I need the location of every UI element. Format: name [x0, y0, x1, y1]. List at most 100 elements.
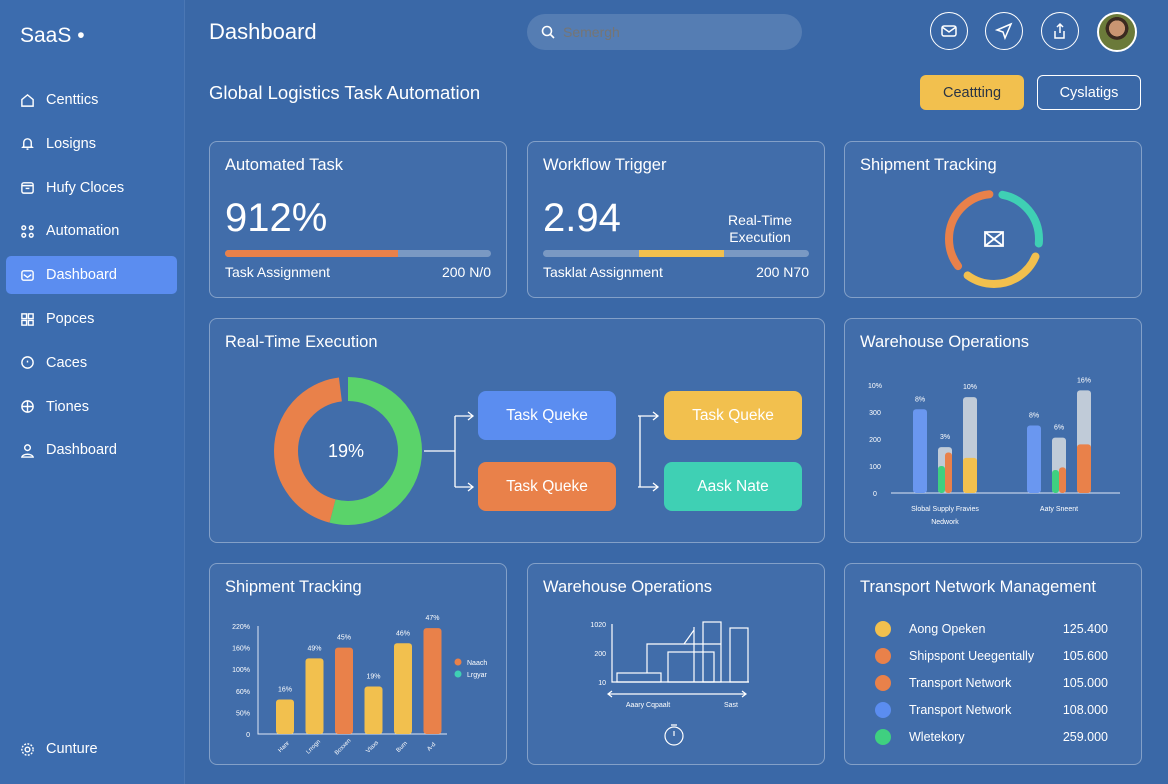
y-tick: 200: [869, 437, 881, 444]
ring-segment: [274, 377, 422, 525]
bar: [364, 686, 383, 734]
package-icon: [984, 231, 1004, 247]
bar: [702, 621, 722, 683]
search-icon: [541, 25, 555, 39]
card-title: Automated Task: [225, 156, 344, 174]
metric-count: 200 N/0: [441, 264, 491, 280]
sidebar-item-caces[interactable]: Caces: [6, 344, 177, 382]
clock-icon: [21, 356, 34, 370]
card-title: Warehouse Operations: [543, 578, 713, 596]
sidebar-item-label: Dashboard: [46, 442, 117, 459]
avatar[interactable]: [1097, 12, 1137, 52]
list-item[interactable]: Transport Network 105.000: [875, 669, 1108, 696]
item-label: Aong Opeken: [909, 621, 986, 636]
send-icon: [995, 22, 1013, 40]
sidebar-item-label: Popces: [46, 311, 95, 327]
side-label: Real-Time Execution: [727, 212, 793, 245]
item-value: 125.400: [1062, 621, 1108, 636]
legend-dot: [454, 658, 462, 666]
warehouse-outline-chart: 1020 200 10 Aaary Cqpaalt Sast: [590, 621, 749, 746]
ring-segment: [945, 190, 1043, 288]
bell-icon: [21, 138, 34, 151]
share-button[interactable]: [1041, 12, 1079, 50]
bar-segment: [945, 452, 952, 493]
data-label: 49%: [307, 645, 321, 652]
data-label: 16%: [1077, 377, 1091, 384]
sidebar-item-dashboard[interactable]: Dashboard: [6, 431, 177, 469]
sidebar-item-label: Caces: [46, 354, 88, 371]
metric-value: 2.94: [543, 196, 621, 240]
sidebar-item-hufy-cloces[interactable]: Hufy Cloces: [6, 169, 177, 207]
task-queue-box[interactable]: Task Queke: [478, 462, 616, 511]
list-item[interactable]: Transport Network 108.000: [875, 696, 1108, 723]
bar: [667, 651, 715, 683]
y-tick: 220%: [232, 624, 250, 631]
x-tick: Burn: [396, 741, 409, 754]
mail-button[interactable]: [930, 12, 968, 50]
sidebar-item-automation[interactable]: Automation: [6, 212, 177, 250]
bar: [423, 628, 442, 734]
task-queue-box[interactable]: Task Queke: [664, 391, 802, 440]
search-bar[interactable]: [527, 14, 802, 50]
nodes-icon: [21, 225, 34, 238]
sidebar-item-centtics[interactable]: Centtics: [6, 81, 177, 119]
progress-fill: [225, 250, 398, 257]
task-queue-box[interactable]: Aask Nate: [664, 462, 802, 511]
metric-count: 200 N70: [756, 264, 809, 280]
data-label: 6%: [1054, 425, 1064, 432]
bar: [729, 627, 749, 683]
sidebar-item-tiones[interactable]: Tiones: [6, 388, 177, 426]
bar: [394, 643, 412, 734]
y-tick: 10: [598, 680, 606, 687]
search-input[interactable]: [563, 24, 744, 40]
archive-icon: [21, 182, 34, 194]
x-tick: Vlaxs: [365, 740, 380, 755]
bar: [276, 699, 294, 734]
y-tick: 160%: [232, 646, 250, 653]
trend-arrow: [683, 627, 695, 682]
sidebar-item-popces[interactable]: Popces: [6, 300, 177, 338]
status-dot: [875, 728, 891, 745]
list-item[interactable]: Wletekory 259.000: [875, 723, 1108, 750]
x-label: Sast: [724, 702, 738, 709]
sidebar-item-label: Tiones: [46, 398, 89, 415]
card-title: Shipment Tracking: [225, 578, 362, 596]
list-item[interactable]: Aong Opeken 125.400: [875, 615, 1108, 642]
task-queue-box[interactable]: Task Queke: [478, 391, 616, 440]
primary-button[interactable]: Ceattting: [920, 75, 1024, 110]
y-tick: 100: [869, 464, 881, 471]
send-button[interactable]: [985, 12, 1023, 50]
item-label: Shipspont Ueegentally: [909, 648, 1035, 663]
metric-value: 912%: [225, 196, 328, 240]
data-label: 47%: [425, 615, 439, 622]
status-dot: [875, 701, 891, 718]
warehouse-operations-card: Warehouse Operations 0 100 200 300 10% 8% 3% 10…: [844, 318, 1142, 543]
x-label: Nedwork: [931, 519, 959, 526]
shipment-ring: [945, 190, 1043, 288]
x-tick: Boxxen: [334, 738, 352, 756]
x-tick: Hanr: [278, 741, 291, 754]
card-title: Shipment Tracking: [860, 156, 997, 174]
list-item[interactable]: Shipspont Ueegentally 105.600: [875, 642, 1108, 669]
sidebar-item-label: Cunture: [46, 741, 98, 757]
progress-bar: [225, 250, 491, 257]
sidebar-item-dashboard[interactable]: Dashboard: [6, 256, 177, 295]
x-label: Slobal Supply Fravies: [911, 506, 979, 513]
y-tick: 50%: [236, 710, 250, 717]
sidebar-item-label: Centtics: [46, 92, 99, 108]
bar: [305, 658, 324, 734]
progress-fill: [638, 250, 724, 257]
share-icon: [1054, 22, 1065, 39]
bar-segment: [1052, 470, 1059, 493]
data-label: 46%: [396, 630, 410, 637]
card-title: Warehouse Operations: [860, 333, 1030, 351]
sidebar-item-settings[interactable]: Cunture: [6, 730, 177, 768]
sidebar-item-losigns[interactable]: Losigns: [6, 125, 177, 163]
mail-icon: [941, 25, 957, 37]
ring-segment: [945, 190, 1043, 288]
y-tick: 200: [594, 651, 606, 658]
sidebar-item-label: Automation: [46, 223, 120, 240]
data-label: 8%: [1029, 413, 1039, 420]
bar-segment: [938, 466, 945, 493]
secondary-button[interactable]: Cyslatigs: [1037, 75, 1141, 110]
